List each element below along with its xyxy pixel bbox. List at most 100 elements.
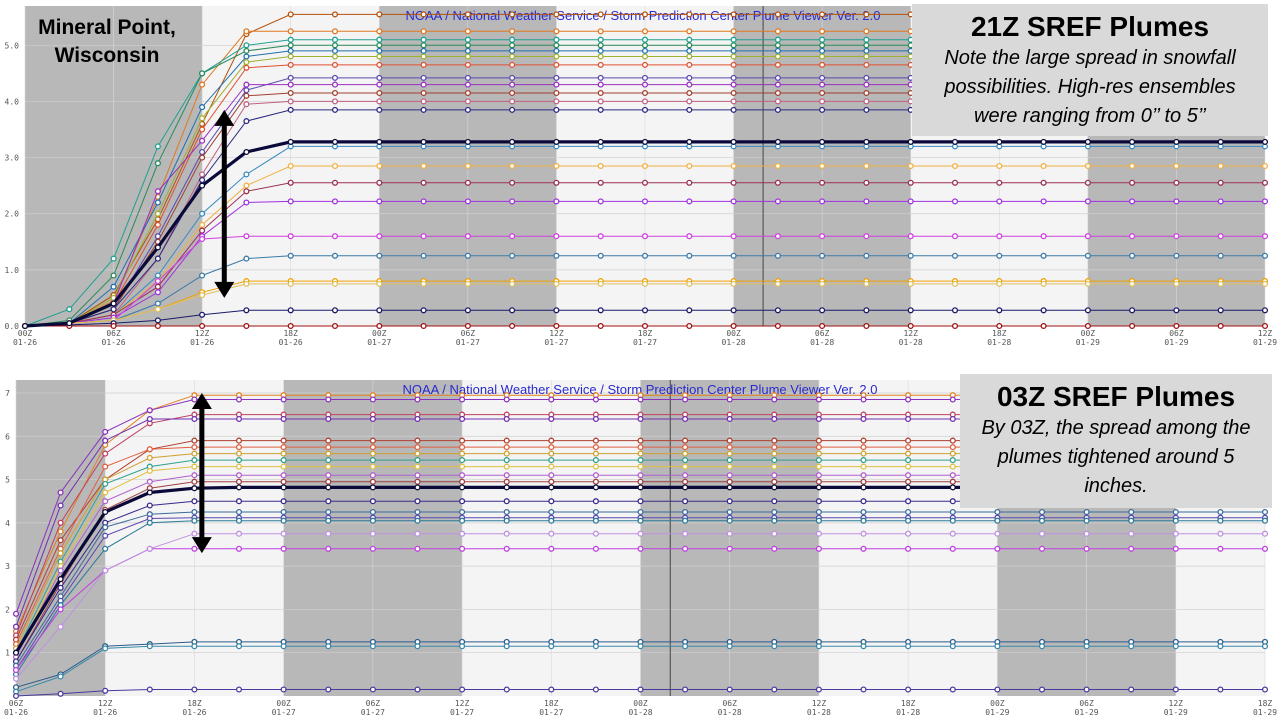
- plume-member-line-point: [774, 42, 781, 49]
- plume-member-line-point: [641, 162, 649, 170]
- plume-member-line-point: [243, 81, 250, 88]
- plume-member-line-point: [369, 508, 376, 516]
- plume-mean-line-point: [459, 484, 466, 491]
- plume-member-line-point: [553, 322, 560, 330]
- plume-member-line-point: [771, 686, 778, 693]
- plume-member-line-point: [376, 322, 383, 330]
- plume-member-line-point: [376, 11, 383, 18]
- plume-member-line-point: [376, 179, 383, 186]
- plume-member-line-point: [191, 517, 198, 524]
- plume-member-line-point: [146, 519, 153, 526]
- plume-member-line-point: [686, 233, 693, 240]
- plume-member-line-point: [641, 61, 649, 68]
- plume-member-line-point: [464, 53, 471, 60]
- plume-member-line-point: [376, 98, 383, 105]
- plume-member-line-point: [12, 610, 20, 617]
- plume-member-line-point: [863, 61, 870, 68]
- plume-member-line-point: [102, 687, 109, 694]
- plume-mean-line-point: [553, 138, 560, 145]
- plume-member-line-point: [1129, 162, 1136, 170]
- plume-member-line-point: [682, 396, 689, 403]
- plume-member-line-point: [637, 530, 644, 537]
- plume-member-line-point: [819, 322, 826, 330]
- plume-member-line-point: [905, 517, 912, 524]
- y-tick-label: 1.0: [5, 266, 20, 275]
- plume-member-line-point: [459, 517, 466, 524]
- plume-member-line-point: [191, 444, 198, 451]
- plume-member-line-point: [1261, 530, 1269, 537]
- plume-member-line-point: [287, 252, 294, 259]
- plume-member-line-point: [819, 42, 826, 49]
- plume-member-line-point: [154, 160, 161, 167]
- plume-member-line-point: [199, 70, 206, 77]
- plume-member-line-point: [641, 36, 649, 43]
- plume-member-line-point: [503, 415, 510, 423]
- plume-member-line-point: [907, 280, 914, 287]
- plume-member-line-point: [637, 450, 644, 457]
- plume-member-line-point: [509, 322, 516, 330]
- plume-member-line-point: [325, 396, 332, 403]
- plume-member-line-point: [1084, 252, 1091, 259]
- plume-member-line-point: [414, 437, 421, 444]
- plume-member-line-point: [553, 106, 560, 113]
- plume-member-line-point: [146, 502, 153, 509]
- plume-member-line-point: [464, 198, 471, 205]
- plume-member-line-point: [592, 545, 599, 552]
- x-tick-label: 00Z: [276, 699, 291, 708]
- plume-member-line-point: [682, 498, 689, 505]
- plume-member-line-point: [414, 444, 421, 451]
- plume-member-line-point: [730, 81, 737, 88]
- plume-member-line-point: [199, 235, 206, 243]
- x-tick-label: 18Z: [187, 699, 202, 708]
- plume-member-line-point: [331, 162, 339, 170]
- plume-member-line-point: [686, 28, 693, 35]
- plume-member-line-point: [641, 280, 649, 287]
- plume-member-line-point: [637, 498, 644, 505]
- plume-member-line-point: [592, 457, 599, 464]
- plume-member-line-point: [637, 463, 644, 470]
- plume-mean-line-point: [863, 138, 870, 145]
- plume-member-line-point: [774, 61, 781, 68]
- plume-member-line-point: [280, 530, 287, 537]
- x-tick-date-label: 01-29: [1253, 338, 1277, 347]
- plume-member-line-point: [951, 252, 959, 259]
- plume-member-line-point: [464, 162, 471, 170]
- plume-member-line-point: [154, 317, 161, 324]
- plume-member-line-point: [287, 233, 294, 240]
- plume-member-line-point: [66, 306, 73, 313]
- plume-member-line-point: [730, 198, 737, 205]
- plume-member-line-point: [459, 450, 466, 457]
- plume-member-line-point: [102, 645, 109, 652]
- plume-member-line-point: [771, 463, 778, 470]
- plume-member-line-point: [199, 137, 206, 144]
- plume-member-line-point: [503, 437, 510, 444]
- plume-member-line-point: [1217, 198, 1224, 205]
- y-tick-label: 3: [5, 562, 10, 571]
- plume-mean-line-point: [235, 484, 243, 491]
- plume-member-line-point: [464, 89, 471, 97]
- plume-mean-line-point: [637, 484, 644, 491]
- y-tick-label: 0.0: [5, 322, 20, 331]
- x-tick-date-label: 01-27: [633, 338, 657, 347]
- plume-member-line-point: [774, 162, 781, 170]
- plume-member-line-point: [815, 444, 822, 451]
- plume-member-line-point: [1217, 517, 1224, 524]
- plume-member-line-point: [949, 450, 956, 457]
- plume-member-line-point: [553, 233, 560, 240]
- plume-member-line-point: [459, 508, 466, 516]
- plume-mean-line-point: [154, 244, 161, 251]
- plume-member-line-point: [154, 188, 161, 195]
- plume-member-line-point: [464, 28, 471, 35]
- plume-member-line-point: [1261, 307, 1269, 314]
- plume-member-line-point: [146, 454, 153, 461]
- plume-member-line-point: [280, 643, 287, 650]
- plume-member-line-point: [235, 450, 243, 457]
- plume-member-line-point: [325, 415, 332, 423]
- plume-member-line-point: [199, 81, 206, 88]
- x-tick-date-label: 01-26: [279, 338, 303, 347]
- location-label: Mineral Point, Wisconsin: [22, 14, 192, 70]
- plume-member-line-point: [771, 444, 778, 451]
- plume-member-line-point: [553, 307, 560, 314]
- plume-member-line-point: [509, 11, 516, 18]
- y-tick-label: 1: [5, 649, 10, 658]
